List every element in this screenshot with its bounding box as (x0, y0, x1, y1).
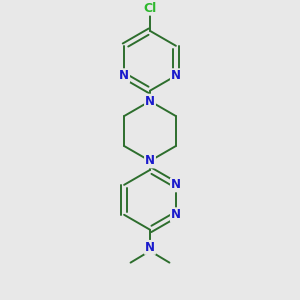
Text: N: N (171, 178, 181, 191)
Text: N: N (145, 94, 155, 108)
Text: N: N (171, 208, 181, 221)
Text: N: N (119, 69, 129, 82)
Text: Cl: Cl (143, 2, 157, 15)
Text: N: N (145, 154, 155, 167)
Text: N: N (145, 241, 155, 254)
Text: N: N (171, 69, 181, 82)
